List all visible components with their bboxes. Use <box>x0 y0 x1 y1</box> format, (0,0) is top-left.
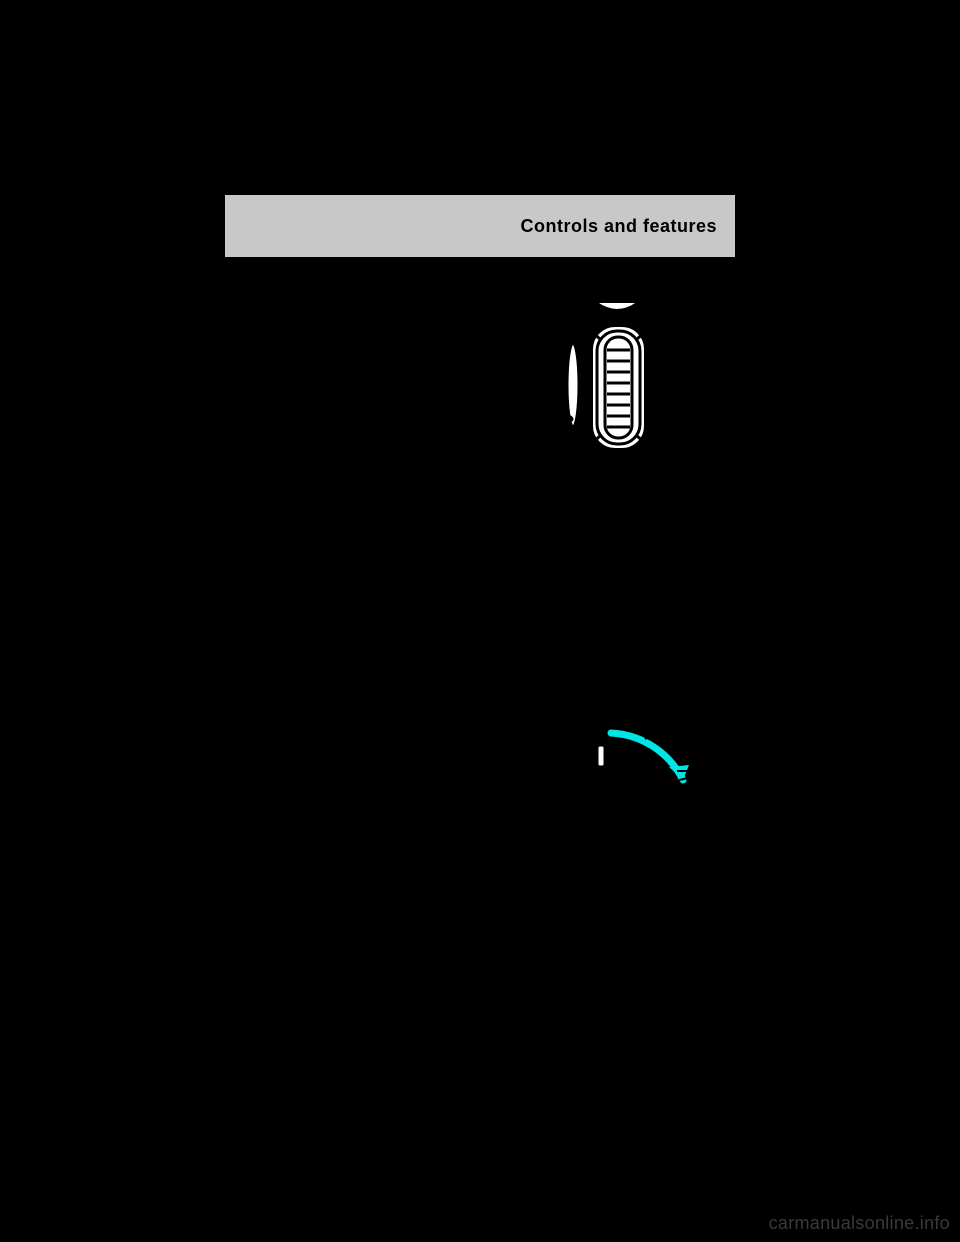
position-indicator <box>567 331 579 439</box>
section-title: Controls and features <box>520 216 717 237</box>
dimmer-control-diagram <box>535 295 665 475</box>
headlamp-svg <box>471 705 716 915</box>
panel-light-icon <box>475 795 503 823</box>
thumbwheel <box>591 325 646 450</box>
manual-page: Controls and features <box>225 195 735 955</box>
watermark-text: carmanualsonline.info <box>769 1213 950 1234</box>
headlamp-switch-diagram <box>471 705 716 915</box>
off-position-icon <box>594 710 608 724</box>
section-header-bar: Controls and features <box>225 195 735 257</box>
dimmer-svg <box>535 295 665 475</box>
dome-light-icon <box>597 296 637 319</box>
parking-lamp-icon <box>643 719 677 739</box>
